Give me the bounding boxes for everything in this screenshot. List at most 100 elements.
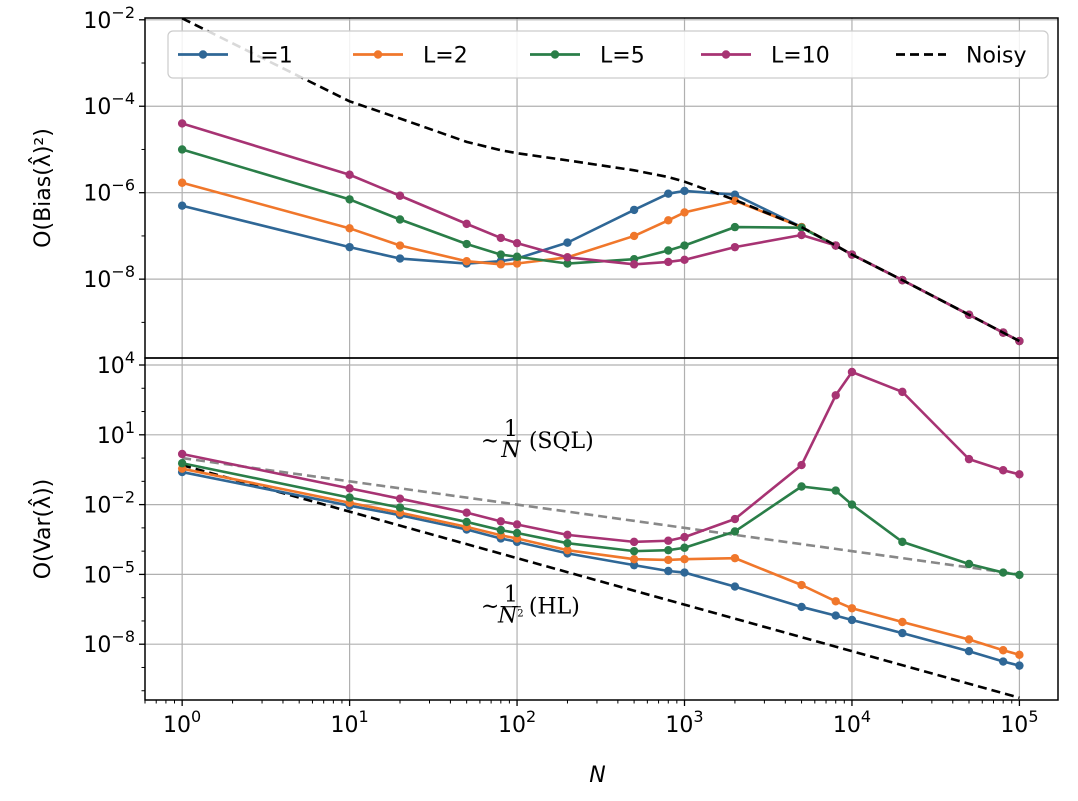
data-point (680, 186, 689, 196)
x-ticks: 100 101 102 103 104 105 (144, 700, 1039, 738)
data-point (629, 205, 639, 215)
data-point (496, 517, 506, 526)
data-point (680, 568, 689, 577)
variance-panel: 104 101 10−2 10−5 10−8 100 101 102 103 104 105 ~1… (29, 348, 1058, 788)
legend-label: L=2 (423, 44, 468, 69)
data-point (629, 546, 639, 556)
y-tick-label: 101 (97, 418, 135, 449)
data-point (831, 611, 840, 620)
data-point (462, 508, 471, 517)
data-point (629, 555, 639, 564)
data-point (664, 566, 673, 576)
legend-item-l-1: L=1 (178, 44, 293, 69)
data-point (730, 190, 740, 199)
legend-item-l-2: L=2 (353, 44, 468, 69)
variance-series-sql-reference (181, 456, 1020, 576)
data-point (563, 545, 572, 555)
legend-item-l-5: L=5 (530, 44, 645, 69)
data-point (998, 568, 1008, 577)
data-point (496, 525, 506, 535)
data-point (730, 527, 740, 536)
data-point (797, 482, 806, 491)
data-point (680, 255, 689, 265)
data-point (563, 259, 572, 268)
annotation-prefix: ~ (481, 429, 499, 454)
variance-y-axis-label: O(Var(λ̂)) (29, 479, 56, 580)
data-point (177, 178, 187, 187)
y-tick-label: 10−4 (83, 89, 135, 120)
data-point (512, 528, 522, 538)
data-point (730, 222, 740, 232)
bias-y-ticks: 10−2 10−4 10−6 10−8 (83, 3, 145, 323)
data-point (395, 254, 405, 263)
data-point (664, 189, 673, 198)
x-tick-label: 105 (1000, 707, 1038, 738)
data-point (462, 517, 471, 527)
data-point (680, 543, 689, 552)
data-point (847, 367, 857, 377)
annotation-numerator: 1 (504, 583, 518, 608)
annotation-numerator: 1 (504, 417, 518, 442)
data-point (563, 530, 572, 540)
legend-box (167, 30, 1049, 79)
x-tick-label: 104 (833, 707, 871, 738)
y-tick-label: 10−2 (83, 3, 135, 34)
variance-series-l-10 (177, 367, 1024, 547)
data-point (898, 537, 907, 547)
data-point (563, 238, 572, 247)
annotation-denominator: N (500, 438, 521, 463)
bias-panel: 10−210−410−610−8 O(Bias(λ̂)²) L=1 L=2 L=5 L… (29, 3, 1058, 358)
data-point (496, 260, 506, 269)
variance-grid (145, 358, 1058, 700)
legend: L=1 L=2 L=5 L=10 Noisy (167, 30, 1049, 79)
series-line (181, 467, 1020, 657)
data-point (680, 208, 689, 217)
variance-y-ticks: 104 101 10−2 10−5 10−8 (83, 348, 145, 692)
data-point (177, 459, 187, 468)
x-tick-label: 100 (163, 707, 201, 738)
x-tick-label: 102 (498, 707, 536, 738)
series-line (181, 461, 1020, 577)
data-point (1015, 470, 1024, 479)
data-point (462, 257, 471, 266)
series-line (181, 370, 1020, 544)
data-point (512, 259, 522, 268)
data-point (177, 449, 187, 459)
data-point (964, 454, 974, 464)
data-point (512, 252, 522, 261)
legend-label: Noisy (966, 44, 1027, 69)
y-tick-label: 10−6 (83, 176, 135, 207)
variance-series (177, 367, 1024, 700)
data-point (345, 242, 354, 252)
data-point (664, 555, 673, 565)
variance-series-l-5 (177, 459, 1024, 580)
data-point (512, 238, 522, 248)
data-point (496, 250, 506, 259)
data-point (998, 466, 1008, 475)
bias-y-axis-label: O(Bias(λ̂)²) (29, 128, 56, 248)
data-point (177, 145, 187, 154)
data-point (797, 460, 806, 470)
legend-item-noisy: Noisy (896, 44, 1027, 69)
y-tick-label: 10−8 (83, 262, 135, 293)
data-point (998, 657, 1008, 666)
x-tick-label: 101 (331, 707, 369, 738)
hl-annotation: ~1N2 (HL) (481, 583, 580, 629)
data-point (512, 520, 522, 529)
series-line (181, 18, 1021, 343)
annotation-prefix: ~ (481, 595, 499, 620)
data-point (664, 257, 673, 267)
data-point (563, 253, 572, 262)
legend-swatch-marker (198, 50, 208, 59)
data-point (395, 215, 405, 224)
y-tick-label: 10−8 (83, 627, 135, 658)
legend-label: L=10 (771, 44, 830, 69)
data-point (730, 514, 740, 524)
data-point (462, 239, 471, 249)
data-point (664, 216, 673, 225)
annotation-denominator: N2 (497, 604, 524, 629)
data-point (797, 580, 806, 590)
series-line (181, 463, 1020, 700)
data-point (898, 387, 907, 397)
